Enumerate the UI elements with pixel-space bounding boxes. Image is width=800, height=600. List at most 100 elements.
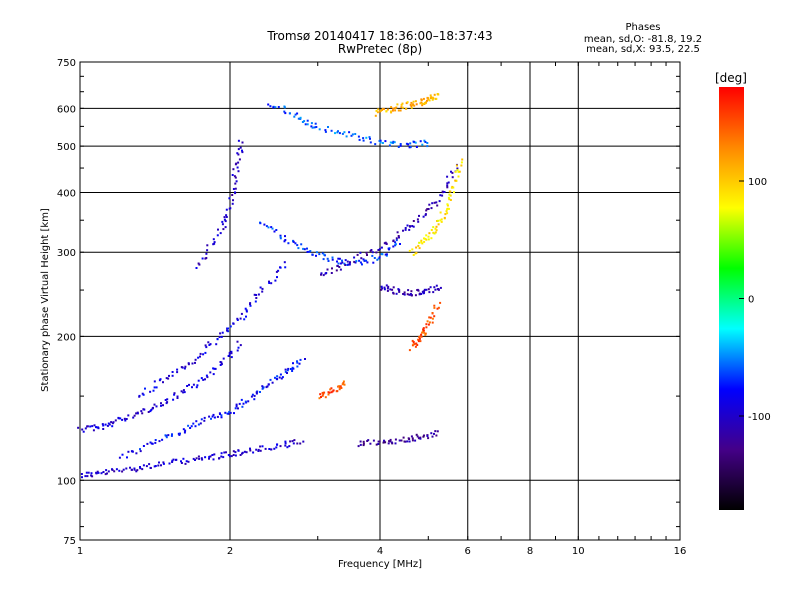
data-point [434, 288, 437, 291]
data-point [112, 421, 115, 424]
data-point [394, 243, 397, 246]
data-point [446, 208, 448, 211]
data-point [213, 453, 216, 456]
data-point [454, 170, 457, 173]
data-point [326, 257, 329, 260]
data-point [395, 292, 398, 295]
data-point [386, 289, 389, 292]
data-point [456, 167, 459, 170]
data-point [420, 293, 422, 295]
data-point [423, 103, 426, 105]
data-point [136, 412, 139, 415]
data-point [434, 430, 437, 433]
data-point [154, 465, 157, 467]
data-point [97, 471, 100, 474]
data-point [406, 293, 409, 296]
data-point [162, 404, 164, 407]
data-point [409, 293, 412, 296]
data-point [259, 222, 262, 225]
data-point [113, 470, 116, 473]
data-point [432, 231, 435, 234]
data-point [394, 241, 397, 244]
data-point [423, 331, 426, 334]
data-point [424, 333, 427, 336]
data-point [431, 202, 434, 205]
x-axis-label: Frequency [MHz] [338, 559, 422, 570]
data-point [397, 109, 400, 112]
data-point [155, 386, 158, 389]
data-point [453, 191, 455, 194]
data-point [431, 98, 434, 101]
data-point [133, 414, 136, 417]
data-point [392, 292, 395, 295]
data-point [439, 211, 442, 214]
colorbar-ticks: 100 0 -100 [739, 177, 771, 423]
data-point [228, 351, 231, 354]
data-point [409, 103, 412, 106]
data-point [106, 424, 109, 427]
data-point [426, 142, 429, 144]
data-point [129, 466, 131, 469]
data-point [142, 408, 145, 411]
data-point [232, 450, 235, 453]
data-point [381, 287, 384, 290]
data-point [170, 434, 173, 437]
data-point [96, 426, 99, 429]
data-point [171, 371, 174, 373]
data-point [362, 137, 365, 140]
data-point [270, 282, 273, 285]
data-point [298, 362, 301, 365]
data-point [95, 426, 97, 429]
data-point [433, 432, 435, 435]
data-point [232, 168, 235, 171]
data-point [360, 257, 363, 260]
data-point [427, 97, 430, 100]
data-point [381, 142, 384, 144]
data-point [338, 257, 341, 260]
data-point [130, 468, 133, 471]
data-point [358, 138, 361, 141]
data-point [254, 300, 257, 303]
data-point [436, 430, 439, 433]
data-point [233, 175, 236, 178]
data-point [197, 379, 200, 382]
data-point [387, 442, 390, 445]
data-point [388, 144, 391, 147]
y-tick-label: 200 [57, 332, 76, 343]
data-point [225, 216, 228, 218]
data-point [184, 462, 187, 465]
data-point [92, 429, 95, 432]
data-point [341, 261, 344, 264]
data-point [241, 452, 243, 455]
data-point [347, 263, 350, 266]
data-point [411, 339, 414, 342]
data-point [110, 421, 113, 424]
data-point [188, 383, 190, 386]
data-point [247, 400, 250, 403]
data-point [202, 353, 205, 356]
data-point [348, 263, 351, 266]
data-point [358, 259, 361, 262]
data-point [448, 207, 450, 210]
data-point [205, 374, 208, 377]
data-point [183, 391, 186, 394]
data-point [427, 238, 430, 241]
data-point [424, 101, 426, 104]
data-point [450, 186, 453, 189]
data-point [297, 117, 300, 120]
data-point [111, 425, 114, 428]
data-point [164, 434, 167, 437]
data-point [217, 228, 219, 231]
chart-title: Tromsø 20140417 18:36:00–18:37:43 [266, 29, 492, 43]
data-point [142, 445, 145, 447]
data-point [237, 161, 240, 164]
data-point [239, 317, 242, 320]
data-point [264, 447, 267, 450]
data-point [288, 112, 291, 115]
data-point [127, 414, 130, 417]
data-point [288, 445, 291, 448]
data-point [271, 381, 274, 384]
data-point [257, 450, 260, 452]
data-point [216, 415, 219, 418]
data-point [259, 286, 262, 289]
